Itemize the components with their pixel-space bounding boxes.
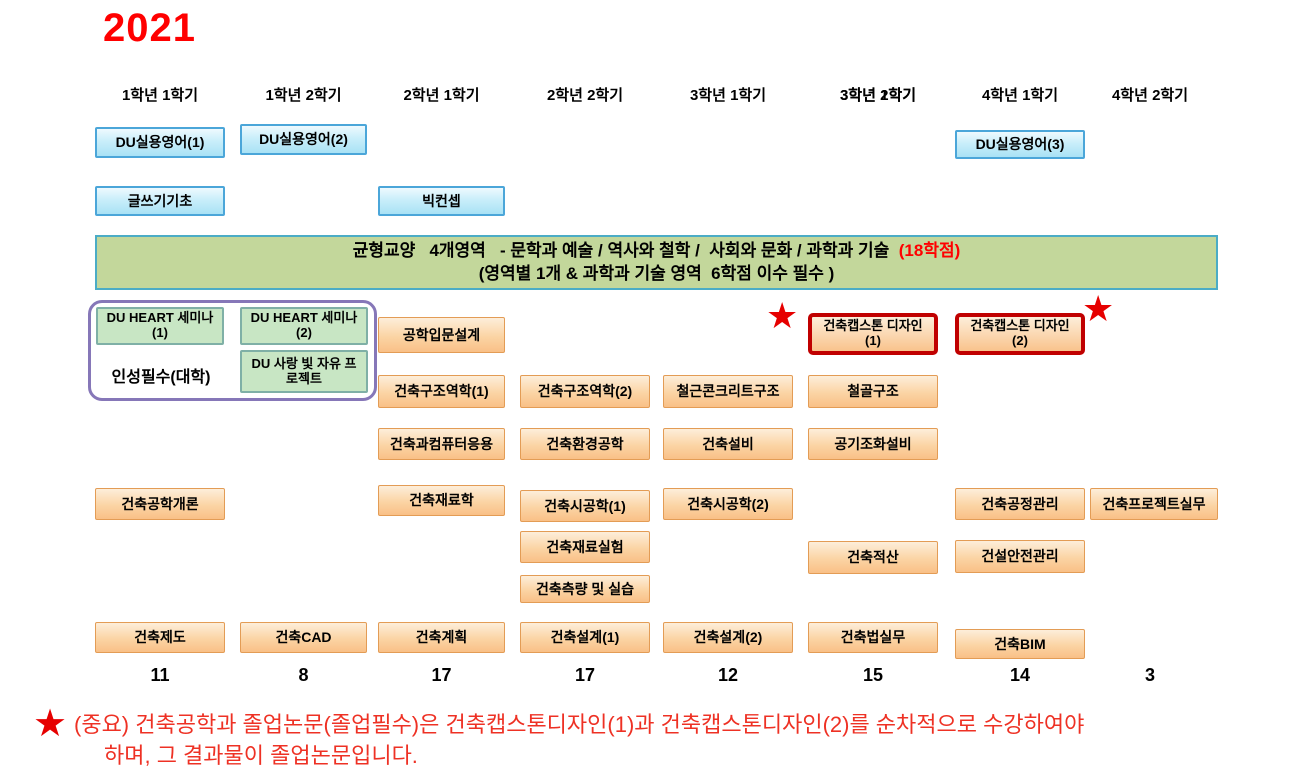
- course-architectural-environment-engineering: 건축환경공학: [520, 428, 650, 460]
- column-header-year1-sem2: 1학년 2학기: [265, 87, 342, 104]
- column-header-3-1: 3학년 1학기: [689, 87, 767, 104]
- page-title: 2021: [103, 6, 196, 50]
- course-intro-engineering-design: 공학입문설계: [378, 317, 505, 353]
- course-capstone-design-1: 건축캡스톤 디자인(1): [808, 313, 938, 355]
- course-construction-safety-management: 건설안전관리: [955, 540, 1085, 573]
- course-structural-mechanics-2: 건축구조역학(2): [520, 375, 650, 408]
- course-materials-experiment: 건축재료실험: [520, 531, 650, 563]
- course-architecture-computer-application: 건축과컴퓨터응용: [378, 428, 505, 460]
- column-header-year2-sem2: 2학년 2학기: [546, 87, 624, 104]
- footnote-star-icon: ★: [33, 703, 68, 745]
- course-building-law-practice: 건축법실무: [808, 622, 938, 653]
- column-header-3-2: 3학년 2학기: [839, 87, 917, 104]
- course-du-heart-seminar-2: DU HEART 세미나(2): [240, 307, 368, 345]
- course-big-concept: 빅컨셉: [378, 186, 505, 216]
- course-structural-mechanics-1: 건축구조역학(1): [378, 375, 505, 408]
- course-intro-architectural-engineering: 건축공학개론: [95, 488, 225, 520]
- liberal-arts-banner: 균형교양 4개영역 - 문학과 예술 / 역사와 철학 / 사회와 문화 / 과…: [95, 235, 1218, 290]
- column-header-year1-sem1: 1학년 1학기: [121, 87, 199, 104]
- column-header-4-2: 4학년 2학기: [1111, 87, 1189, 104]
- course-architectural-planning: 건축계획: [378, 622, 505, 653]
- credit-total-3-1: 12: [717, 665, 739, 685]
- credit-total-4-2: 3: [1144, 665, 1155, 685]
- personality-required-label: 인성필수(대학): [111, 369, 211, 386]
- course-building-construction-2: 건축시공학(2): [663, 488, 793, 520]
- course-architectural-materials: 건축재료학: [378, 485, 505, 516]
- credit-total-4-1: 14: [1009, 665, 1031, 685]
- credit-total-2-1: 17: [431, 665, 452, 685]
- banner-line2: (영역별 1개 & 과학과 기술 영역 6학점 이수 필수 ): [478, 263, 835, 283]
- footnote-line2: 하며, 그 결과물이 졸업논문입니다.: [104, 743, 418, 768]
- banner-line1-text: 균형교양 4개영역 - 문학과 예술 / 역사와 철학 / 사회와 문화 / 과…: [352, 240, 899, 260]
- course-process-management: 건축공정관리: [955, 488, 1085, 520]
- star-icon-left: ★: [766, 295, 799, 336]
- course-building-services: 건축설비: [663, 428, 793, 460]
- course-architectural-cad: 건축CAD: [240, 622, 367, 653]
- course-writing-basics: 글쓰기기초: [95, 186, 225, 216]
- column-header-year2-sem1: 2학년 1학기: [403, 87, 480, 104]
- course-architectural-design-2: 건축설계(2): [663, 622, 793, 653]
- course-project-practice: 건축프로젝트실무: [1090, 488, 1218, 520]
- course-reinforced-concrete-structure: 철근콘크리트구조: [663, 375, 793, 408]
- credit-total-2-2: 17: [574, 665, 596, 685]
- banner-line1: 균형교양 4개영역 - 문학과 예술 / 역사와 철학 / 사회와 문화 / 과…: [353, 240, 961, 263]
- course-capstone-design-2: 건축캡스톤 디자인(2): [955, 313, 1085, 355]
- course-du-heart-seminar-1: DU HEART 세미나(1): [96, 307, 224, 345]
- course-du-love-light-freedom-project: DU 사랑 빛 자유 프로젝트: [240, 350, 368, 393]
- credit-total-1-2: 8: [298, 665, 309, 685]
- course-architectural-design-1: 건축설계(1): [520, 622, 650, 653]
- course-du-practical-english-1: DU실용영어(1): [95, 127, 225, 158]
- course-du-practical-english-2: DU실용영어(2): [240, 124, 367, 155]
- banner-credit-18: (18학점): [898, 240, 961, 260]
- column-header-year3-sem1: 3학년 1학기: [839, 87, 917, 104]
- column-header-4-1: 4학년 1학기: [981, 87, 1059, 104]
- footnote-line1: (중요) 건축공학과 졸업논문(졸업필수)은 건축캡스톤디자인(1)과 건축캡스…: [74, 712, 1085, 737]
- course-architectural-bim: 건축BIM: [955, 629, 1085, 659]
- course-building-construction-1: 건축시공학(1): [520, 490, 650, 522]
- course-architectural-drafting: 건축제도: [95, 622, 225, 653]
- credit-total-3-2: 15: [862, 665, 884, 685]
- course-steel-structure: 철골구조: [808, 375, 938, 408]
- course-du-practical-english-3: DU실용영어(3): [955, 130, 1085, 159]
- credit-total-1-1: 11: [150, 665, 170, 685]
- course-estimation: 건축적산: [808, 541, 938, 574]
- course-air-conditioning-services: 공기조화설비: [808, 428, 938, 460]
- star-icon-right: ★: [1082, 288, 1115, 329]
- course-surveying-and-practice: 건축측량 및 실습: [520, 575, 650, 603]
